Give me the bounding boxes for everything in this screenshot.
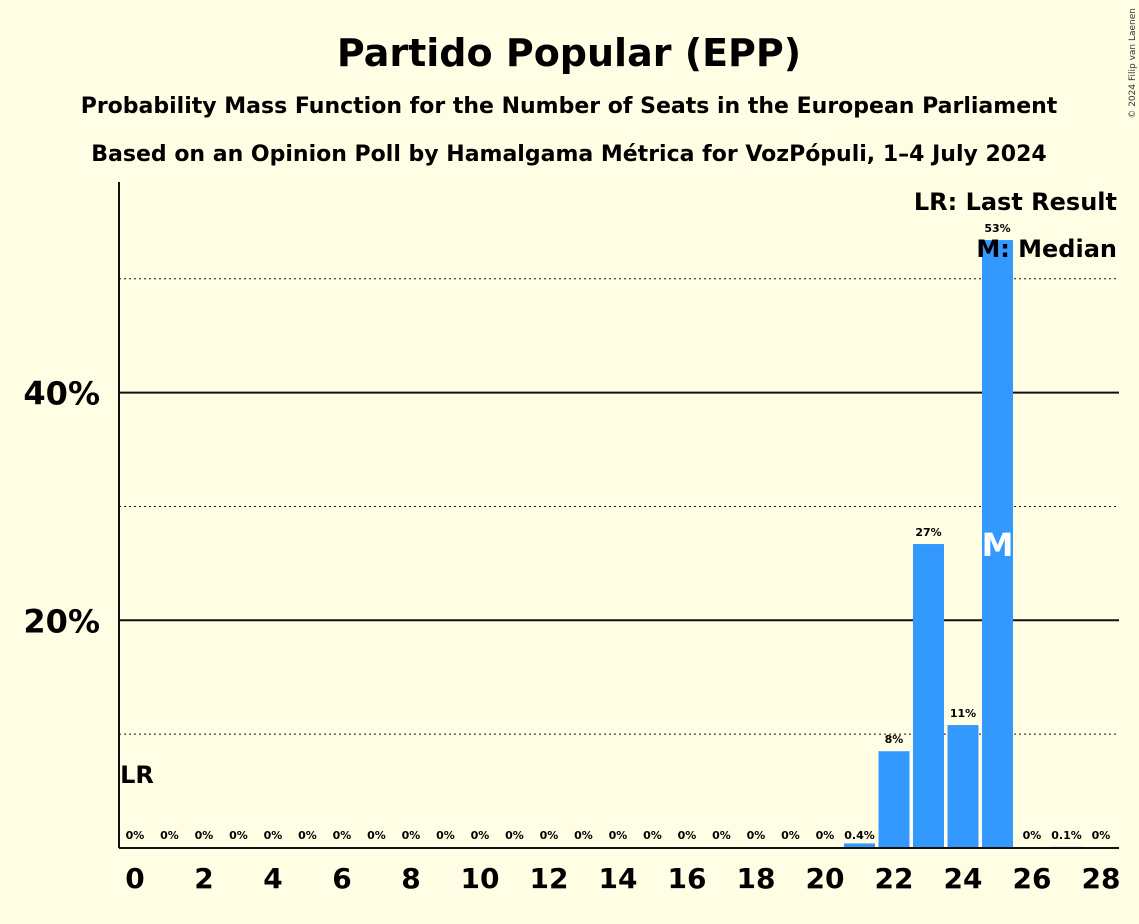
- data-label-seat-21: 0.4%: [844, 829, 875, 842]
- data-label-seat-16: 0%: [678, 829, 697, 842]
- bars: [844, 240, 1082, 849]
- x-tick-label: 12: [530, 862, 569, 895]
- data-label-seat-11: 0%: [505, 829, 524, 842]
- data-label-seat-7: 0%: [367, 829, 386, 842]
- data-label-seat-28: 0%: [1092, 829, 1111, 842]
- data-label-seat-20: 0%: [816, 829, 835, 842]
- median-marker: M: [982, 526, 1014, 564]
- data-label-seat-6: 0%: [333, 829, 352, 842]
- x-tick-label: 2: [194, 862, 213, 895]
- data-label-seat-8: 0%: [402, 829, 421, 842]
- data-label-seat-26: 0%: [1023, 829, 1042, 842]
- x-tick-label: 4: [263, 862, 282, 895]
- x-tick-label: 0: [125, 862, 144, 895]
- data-label-seat-1: 0%: [160, 829, 179, 842]
- legend-median: M: Median: [976, 235, 1117, 263]
- x-tick-label: 8: [401, 862, 420, 895]
- data-label-seat-4: 0%: [264, 829, 283, 842]
- x-tick-label: 10: [461, 862, 500, 895]
- x-tick-label: 26: [1013, 862, 1052, 895]
- data-label-seat-19: 0%: [781, 829, 800, 842]
- y-tick-label: 20%: [23, 602, 100, 640]
- data-label-seat-10: 0%: [471, 829, 490, 842]
- x-tick-label: 6: [332, 862, 351, 895]
- chart-subtitle: Probability Mass Function for the Number…: [81, 94, 1058, 119]
- data-label-seat-2: 0%: [195, 829, 214, 842]
- y-tick-label: 40%: [23, 375, 100, 413]
- data-label-seat-22: 8%: [885, 733, 904, 746]
- data-label-seat-12: 0%: [540, 829, 559, 842]
- x-tick-label: 22: [875, 862, 914, 895]
- legend-last-result: LR: Last Result: [914, 188, 1117, 216]
- x-tick-label: 28: [1082, 862, 1121, 895]
- data-label-seat-24: 11%: [950, 707, 976, 720]
- data-label-seat-5: 0%: [298, 829, 317, 842]
- x-axis-ticks: 0 2 4 6 8 10 12 14 16 18 20 22 24 26 28: [125, 862, 1120, 895]
- data-label-seat-23: 27%: [915, 526, 941, 539]
- data-label-seat-9: 0%: [436, 829, 455, 842]
- data-label-seat-0: 0%: [126, 829, 145, 842]
- data-label-seat-18: 0%: [747, 829, 766, 842]
- data-label-seat-25: 53%: [984, 222, 1010, 235]
- x-tick-label: 24: [944, 862, 983, 895]
- x-tick-label: 18: [737, 862, 776, 895]
- chart-subtitle-source: Based on an Opinion Poll by Hamalgama Mé…: [91, 142, 1046, 167]
- copyright-notice: © 2024 Filip van Laenen: [1128, 8, 1138, 119]
- bar-seat-23: [913, 544, 944, 848]
- chart-title: Partido Popular (EPP): [337, 31, 801, 75]
- x-tick-label: 14: [599, 862, 638, 895]
- data-label-seat-17: 0%: [712, 829, 731, 842]
- x-tick-label: 20: [806, 862, 845, 895]
- bar-seat-22: [878, 751, 910, 848]
- last-result-marker: LR: [120, 761, 154, 789]
- y-axis-ticks: 20% 40%: [23, 375, 100, 641]
- data-labels: 0% 0% 0% 0% 0% 0% 0% 0% 0% 0% 0% 0% 0% 0% 0% 0% 0% 0% 0% 0%…: [126, 222, 1111, 842]
- x-tick-label: 16: [668, 862, 707, 895]
- bar-seat-24: [947, 725, 979, 848]
- data-label-seat-3: 0%: [229, 829, 248, 842]
- bar-seat-21: [844, 843, 875, 848]
- data-label-seat-14: 0%: [609, 829, 628, 842]
- data-label-seat-27: 0.1%: [1051, 829, 1082, 842]
- data-label-seat-15: 0%: [643, 829, 662, 842]
- bar-seat-25: [982, 240, 1013, 849]
- data-label-seat-13: 0%: [574, 829, 593, 842]
- gridlines: [119, 278, 1119, 735]
